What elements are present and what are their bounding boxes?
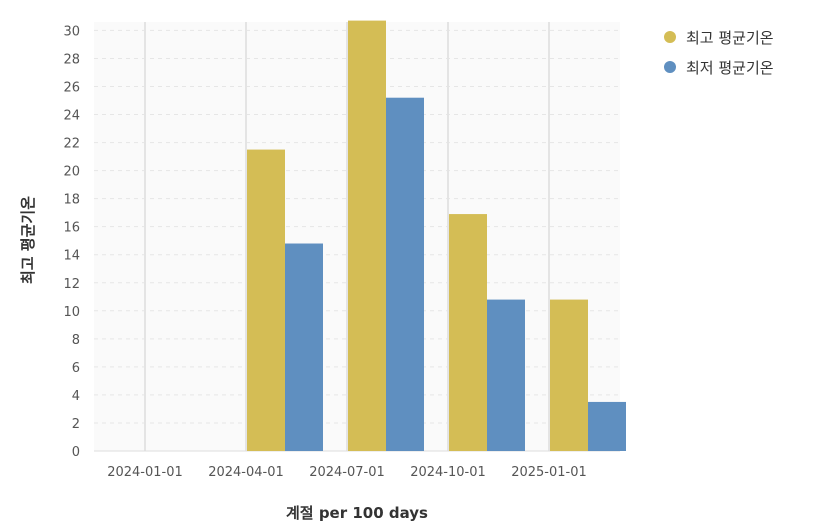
y-tick-label: 20: [63, 165, 80, 180]
bar-min-2024-10-01[interactable]: [487, 299, 525, 451]
y-tick-label: 30: [63, 24, 80, 39]
legend-swatch-max: [664, 31, 676, 43]
x-tick-labels: 2024-01-01 2024-04-01 2024-07-01 2024-10-01…: [107, 465, 587, 480]
legend: 최고 평균기온 최저 평균기온: [664, 22, 774, 82]
y-tick-label: 8: [72, 333, 80, 348]
x-tick-label: 2024-04-01: [208, 465, 284, 480]
y-tick-label: 14: [63, 249, 80, 264]
y-tick-label: 0: [72, 445, 80, 460]
y-tick-label: 22: [63, 137, 80, 152]
x-tick-label: 2024-10-01: [410, 465, 486, 480]
y-tick-label: 10: [63, 305, 80, 320]
y-tick-label: 4: [72, 389, 80, 404]
y-tick-label: 18: [63, 193, 80, 208]
y-tick-label: 16: [63, 221, 80, 236]
bar-max-2024-10-01[interactable]: [449, 214, 487, 451]
bar-min-2024-07-01[interactable]: [386, 97, 424, 452]
y-tick-label: 6: [72, 361, 80, 376]
x-tick-label: 2025-01-01: [511, 465, 587, 480]
y-tick-label: 12: [63, 277, 80, 292]
y-tick-label: 2: [72, 417, 80, 432]
legend-item-min[interactable]: 최저 평균기온: [664, 52, 774, 82]
x-tick-label: 2024-07-01: [309, 465, 385, 480]
y-tick-label: 26: [63, 80, 80, 95]
x-axis-title: 계절 per 100 days: [286, 504, 428, 522]
bar-max-2024-04-01[interactable]: [247, 149, 285, 451]
bar-max-2024-07-01[interactable]: [348, 20, 386, 451]
bar-max-2025-01-01[interactable]: [550, 299, 588, 451]
y-axis-title: 최고 평균기온: [19, 196, 37, 284]
legend-item-max[interactable]: 최고 평균기온: [664, 22, 774, 52]
bar-min-2024-04-01[interactable]: [285, 243, 323, 451]
legend-label-min: 최저 평균기온: [686, 58, 774, 77]
y-tick-label: 24: [63, 109, 80, 124]
bars: [247, 20, 626, 452]
legend-swatch-min: [664, 61, 676, 73]
y-tick-label: 28: [63, 52, 80, 67]
legend-label-max: 최고 평균기온: [686, 28, 774, 47]
bar-min-2025-01-01[interactable]: [588, 401, 626, 451]
x-tick-label: 2024-01-01: [107, 465, 183, 480]
